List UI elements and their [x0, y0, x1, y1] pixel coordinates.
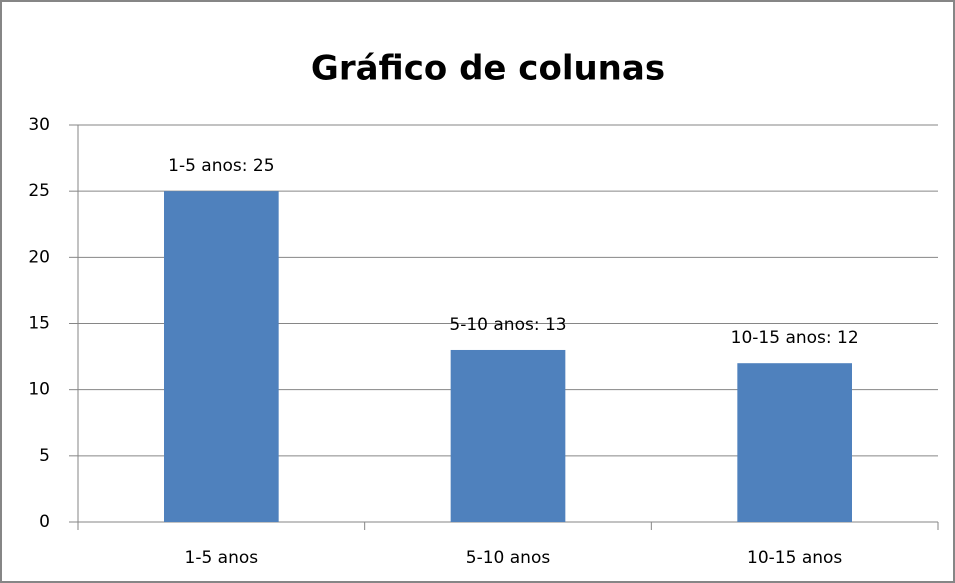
y-tick-label: 30	[28, 115, 50, 135]
data-label: 5-10 anos: 13	[449, 315, 566, 335]
y-tick-label: 20	[28, 247, 50, 267]
x-tick-label: 1-5 anos	[185, 548, 259, 568]
chart-title: Gráfico de colunas	[311, 49, 665, 89]
data-label: 10-15 anos: 12	[731, 328, 859, 348]
bar	[164, 191, 279, 522]
y-tick-label: 5	[39, 446, 50, 466]
x-tick-label: 5-10 anos	[466, 548, 551, 568]
y-tick-label: 0	[39, 512, 50, 532]
y-tick-label: 15	[28, 314, 50, 334]
bar	[737, 363, 852, 522]
x-tick-label: 10-15 anos	[747, 548, 842, 568]
y-tick-label: 10	[28, 380, 50, 400]
data-label: 1-5 anos: 25	[168, 156, 274, 176]
y-tick-label: 25	[28, 181, 50, 201]
bar	[450, 349, 566, 522]
